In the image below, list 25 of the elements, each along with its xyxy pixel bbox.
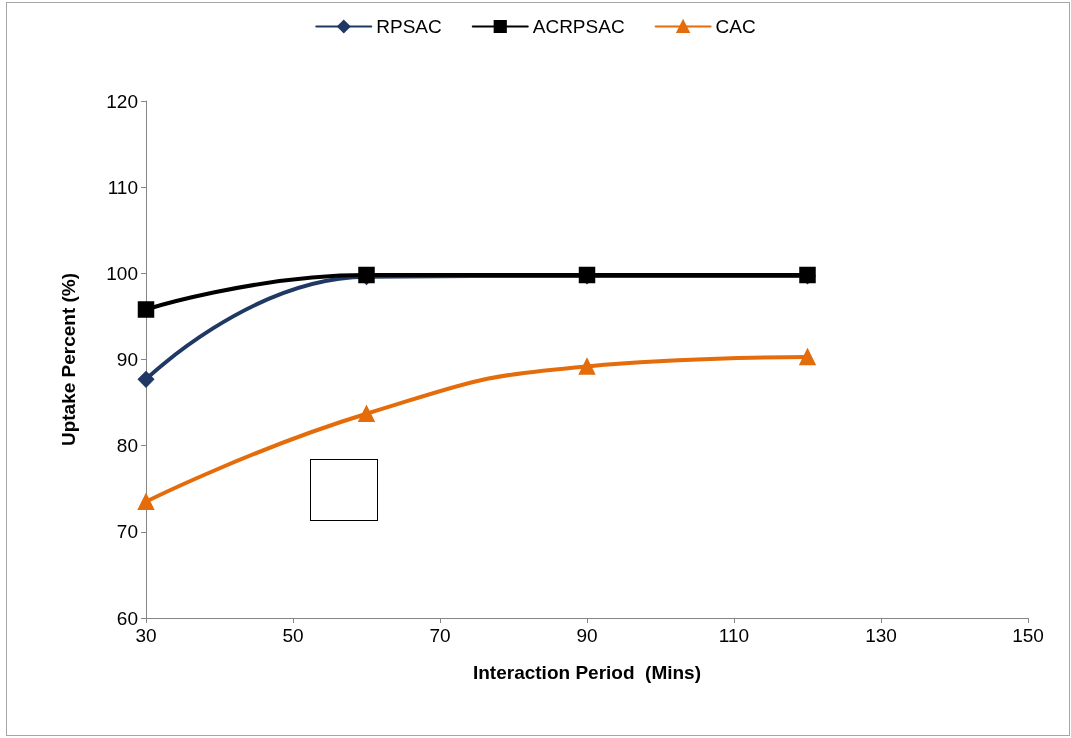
legend-label: CAC — [715, 16, 756, 37]
legend-label: ACRPSAC — [532, 16, 625, 37]
x-tick-label: 30 — [135, 625, 157, 646]
x-tick-label: 50 — [282, 625, 304, 646]
y-tick-label: 120 — [106, 90, 138, 112]
y-tick-label: 70 — [116, 521, 138, 543]
y-tick-label: 60 — [116, 607, 138, 629]
point — [578, 358, 596, 375]
x-tick-label: 70 — [429, 625, 451, 646]
point — [358, 405, 375, 423]
y-tick-label: 80 — [116, 435, 138, 457]
x-tick-label: 110 — [718, 625, 750, 646]
point — [137, 371, 155, 388]
y-axis-title: Uptake Percent (%) — [58, 272, 79, 447]
y-tick-label: 100 — [106, 262, 138, 284]
y-tick-label: 110 — [107, 176, 138, 198]
x-tick-label: 150 — [1012, 625, 1044, 646]
y-tick-label: 90 — [116, 349, 138, 370]
x-tick-label: 130 — [865, 625, 897, 646]
x-tick-label: 90 — [576, 625, 598, 646]
point — [137, 301, 155, 318]
point — [137, 493, 155, 510]
x-axis-title: Interaction Period (Mins) — [472, 662, 702, 683]
legend-label: RPSAC — [376, 16, 442, 37]
point — [799, 348, 816, 366]
